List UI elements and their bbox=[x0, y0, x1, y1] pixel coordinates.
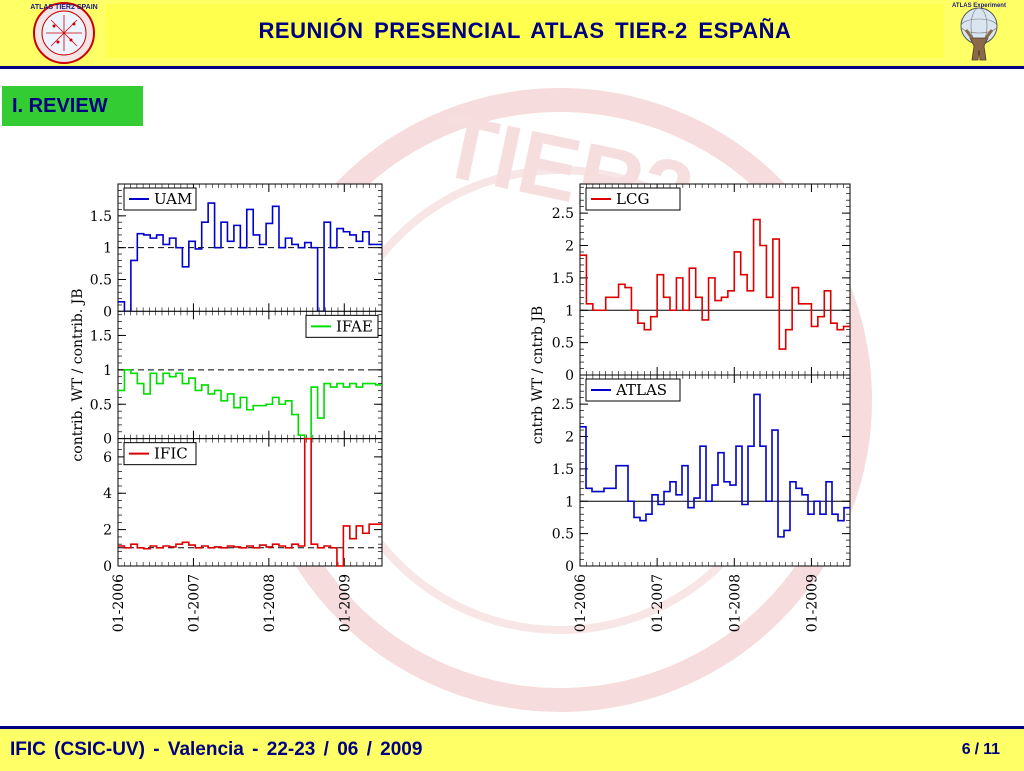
x-tick-label: 01-2008 bbox=[262, 574, 278, 632]
y-tick-label: 2 bbox=[565, 430, 574, 446]
y-axis-label: cntrb WT / cntrb JB bbox=[530, 306, 546, 444]
panel-uam: 0 0.5 1 1.5 UAM bbox=[90, 183, 383, 320]
x-tick-label: 01-2007 bbox=[186, 574, 202, 632]
y-tick-label: 1 bbox=[565, 494, 574, 510]
y-tick-label: 0 bbox=[565, 559, 574, 575]
x-tick-label: 01-2006 bbox=[111, 574, 127, 632]
series-atlas bbox=[580, 393, 850, 538]
x-tick-label: 01-2009 bbox=[337, 574, 353, 632]
panel-atlas: 0 0.5 1 1.5 2 2.5 ATLAS bbox=[552, 374, 851, 575]
y-tick-label: 1.5 bbox=[90, 209, 112, 225]
page-current: 6 bbox=[961, 741, 971, 758]
y-tick-label: 4 bbox=[103, 486, 112, 502]
header-title-box: REUNIÓN PRESENCIAL ATLAS TIER-2 ESPAÑA bbox=[106, 4, 944, 58]
legend-label: IFAE bbox=[336, 317, 373, 335]
y-axis-label: contrib. WT / contrib. JB bbox=[70, 288, 86, 461]
y-tick-label: 1.5 bbox=[552, 271, 574, 287]
y-tick-label: 1 bbox=[103, 241, 112, 257]
footer-bar: IFIC (CSIC-UV) - Valencia - 22-23 / 06 /… bbox=[0, 726, 1024, 771]
legend-ifae: IFAE bbox=[305, 314, 379, 338]
y-tick-label: 2.5 bbox=[552, 397, 574, 413]
y-tick-label: 0.5 bbox=[552, 527, 574, 543]
legend-box bbox=[305, 314, 379, 338]
chart-lcg-atlas-contribution: cntrb WT / cntrb JB 0 0.5 1 1.5 2 2.5 LCG 0 0.5 1 1… bbox=[530, 183, 851, 632]
y-tick-label: 0 bbox=[103, 432, 112, 448]
x-tick-label: 01-2007 bbox=[650, 574, 666, 632]
legend-box bbox=[123, 187, 197, 211]
panel-frame bbox=[579, 374, 851, 567]
series-uam bbox=[118, 202, 382, 313]
chart-sites-contribution: contrib. WT / contrib. JB 0 0.5 1 1.5 UAM 0 0.5… bbox=[70, 183, 383, 632]
logo-left-text: ATLAS TIER2 SPAIN bbox=[30, 4, 97, 11]
y-tick-label: 1 bbox=[103, 363, 112, 379]
y-tick-label: 0 bbox=[565, 368, 574, 384]
series-ific bbox=[118, 437, 382, 567]
y-tick-label: 6 bbox=[103, 450, 112, 466]
y-tick-label: 1.5 bbox=[552, 462, 574, 478]
page-number: 6/11 bbox=[960, 741, 1002, 759]
panel-ific: 0 2 4 6 IFIC bbox=[103, 437, 383, 575]
panel-ifae: 0 0.5 1 1.5 IFAE bbox=[90, 310, 383, 448]
logo-right-text: ATLAS Experiment bbox=[952, 3, 1006, 9]
y-tick-label: 0.5 bbox=[552, 336, 574, 352]
section-label: I. REVIEW bbox=[2, 86, 143, 126]
x-tick-label: 01-2009 bbox=[804, 574, 820, 632]
legend-uam: UAM bbox=[123, 187, 197, 211]
y-tick-label: 2 bbox=[565, 239, 574, 255]
page-separator: / bbox=[974, 741, 980, 758]
y-tick-label: 1 bbox=[565, 303, 574, 319]
panel-lcg: 0 0.5 1 1.5 2 2.5 LCG bbox=[552, 183, 851, 384]
legend-label: LCG bbox=[616, 190, 649, 208]
legend-lcg: LCG bbox=[585, 187, 681, 211]
atlas-experiment-logo: ATLAS Experiment bbox=[952, 3, 1006, 61]
atlas-tier2-spain-logo: ATLAS TIER2 SPAIN bbox=[30, 2, 98, 64]
x-tick-label: 01-2008 bbox=[727, 574, 743, 632]
y-tick-label: 0.5 bbox=[90, 273, 112, 289]
legend-box bbox=[585, 187, 681, 211]
y-tick-label: 0 bbox=[103, 559, 112, 575]
legend-box bbox=[123, 442, 197, 466]
legend-label: UAM bbox=[154, 190, 192, 208]
legend-label: IFIC bbox=[154, 445, 188, 463]
y-tick-label: 0 bbox=[103, 304, 112, 320]
y-tick-label: 2 bbox=[103, 523, 112, 539]
page-title: REUNIÓN PRESENCIAL ATLAS TIER-2 ESPAÑA bbox=[258, 18, 792, 43]
y-tick-label: 2.5 bbox=[552, 206, 574, 222]
page-total: 11 bbox=[983, 741, 1000, 758]
legend-atlas: ATLAS bbox=[585, 378, 681, 402]
series-ifae bbox=[118, 369, 382, 440]
y-tick-label: 0.5 bbox=[90, 397, 112, 413]
legend-label: ATLAS bbox=[615, 381, 667, 399]
series-lcg bbox=[580, 218, 850, 350]
footer-event-info: IFIC (CSIC-UV) - Valencia - 22-23 / 06 /… bbox=[10, 739, 423, 760]
y-tick-label: 1.5 bbox=[90, 328, 112, 344]
header-bar: ATLAS TIER2 SPAIN REUNIÓN PRESENCIAL ATL… bbox=[0, 0, 1024, 69]
legend-ific: IFIC bbox=[123, 442, 197, 466]
legend-box bbox=[585, 378, 681, 402]
x-tick-label: 01-2006 bbox=[573, 574, 589, 632]
